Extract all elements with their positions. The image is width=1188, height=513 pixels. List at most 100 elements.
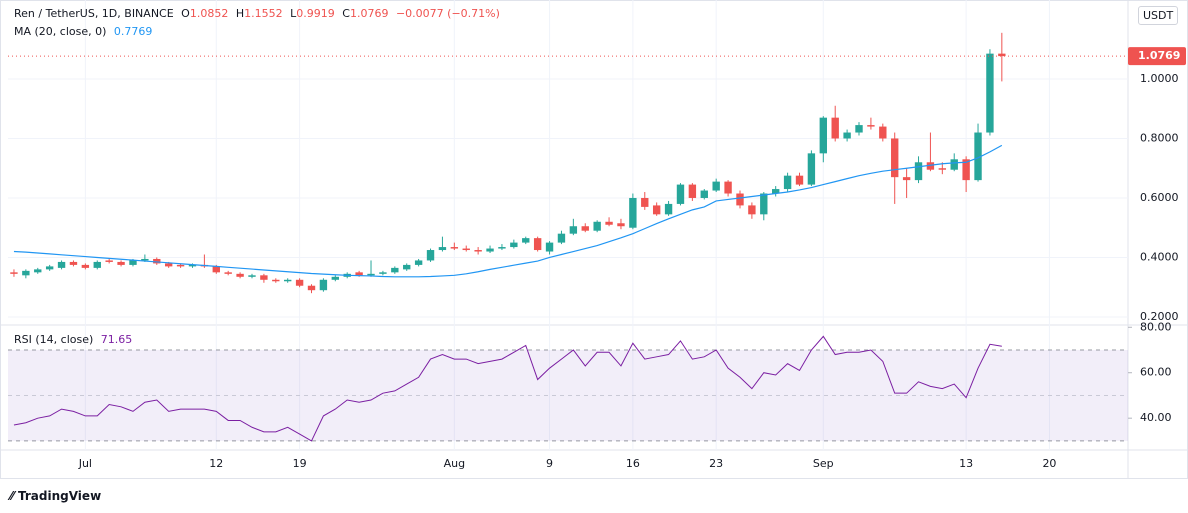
candle-body — [10, 272, 18, 274]
footer: ⁄⁄ TradingView — [10, 489, 105, 503]
ohlc-value: 1.0769 — [349, 7, 389, 20]
candle-body — [831, 117, 839, 139]
ohlc-value: 1.0852 — [189, 7, 229, 20]
candle-body — [617, 223, 625, 227]
candle-body — [962, 159, 970, 181]
candle-body — [81, 264, 90, 268]
candle-body — [379, 272, 387, 274]
x-tick-label: 12 — [209, 457, 223, 470]
x-tick-label: 20 — [1042, 457, 1056, 470]
ohlc-label: C — [342, 7, 350, 20]
candle-body — [581, 226, 589, 231]
legend-name: RSI (14, close) — [14, 333, 94, 346]
candle-body — [450, 247, 459, 249]
candle-body — [557, 233, 566, 243]
candle-body — [248, 275, 256, 277]
candle-body — [879, 126, 887, 139]
symbol: Ren / TetherUS, 1D, BINANCE — [14, 7, 174, 20]
candle-body — [926, 162, 935, 170]
change: −0.0077 (−0.71%) — [395, 7, 500, 20]
candle-body — [938, 168, 947, 170]
x-tick-label: Aug — [444, 457, 465, 470]
y-tick-label: 80.00 — [1140, 320, 1172, 333]
legend-name: MA (20, close, 0) — [14, 25, 107, 38]
y-tick-label: 1.0000 — [1140, 72, 1179, 85]
y-tick-label: 40.00 — [1140, 411, 1172, 424]
candle-body — [93, 261, 101, 268]
candle-body — [164, 263, 173, 267]
ohlc-label: H — [235, 7, 245, 20]
y-tick-label: 60.00 — [1140, 366, 1172, 379]
ma-legend: MA (20, close, 0) 0.7769 — [14, 25, 156, 38]
candle-body — [414, 260, 423, 265]
candle-body — [474, 250, 482, 252]
candle-body — [129, 260, 137, 265]
candle-body — [652, 205, 661, 215]
y-tick-label: 0.6000 — [1140, 191, 1179, 204]
ohlc-value: 1.1552 — [244, 7, 283, 20]
rsi-legend: RSI (14, close) 71.65 — [14, 333, 136, 346]
x-tick-label: 9 — [546, 457, 553, 470]
candle-body — [105, 260, 113, 262]
candle-body — [188, 264, 197, 267]
x-tick-label: Sep — [813, 457, 834, 470]
x-tick-label: 16 — [626, 457, 640, 470]
candle-body — [331, 276, 340, 280]
candle-body — [307, 285, 316, 291]
candle-body — [629, 197, 637, 228]
candle-body — [522, 238, 530, 243]
candle-body — [807, 153, 816, 185]
candle-body — [819, 117, 827, 154]
candle-body — [236, 273, 244, 277]
candle-body — [748, 205, 756, 215]
candle-body — [569, 226, 578, 234]
candle-body — [891, 138, 899, 178]
candle-body — [783, 175, 792, 190]
candle-body — [212, 266, 220, 273]
candle-body — [510, 242, 518, 248]
candle-body — [676, 184, 685, 204]
candle-body — [403, 264, 411, 270]
candle-body — [426, 250, 435, 261]
candle-body — [545, 242, 554, 252]
candle-body — [843, 132, 851, 139]
candle-body — [367, 273, 375, 276]
y-tick-label: 0.8000 — [1140, 131, 1179, 144]
candle-body — [34, 269, 42, 273]
candle-body — [117, 261, 125, 265]
candle-body — [664, 203, 673, 215]
candle-body — [712, 181, 720, 191]
x-tick-label: 23 — [709, 457, 723, 470]
ohlc-label: O — [181, 7, 190, 20]
last-price-box — [1128, 47, 1186, 66]
candle-body — [855, 125, 863, 133]
candle-body — [724, 181, 732, 194]
candle-body — [772, 189, 780, 194]
candle-body — [998, 53, 1006, 57]
candle-body — [45, 266, 54, 270]
x-tick-label: 19 — [293, 457, 307, 470]
rsi-line — [13, 335, 1002, 442]
candle-body — [176, 264, 185, 267]
candle-body — [486, 248, 494, 252]
candle-body — [533, 238, 542, 251]
ohlc-value: 0.9919 — [296, 7, 335, 20]
candle-body — [153, 258, 161, 264]
candle-body — [224, 272, 232, 274]
candle-body — [974, 132, 982, 181]
candle-body — [295, 279, 304, 286]
candle-body — [22, 270, 30, 276]
candle-body — [795, 175, 804, 185]
legend-value: 71.65 — [100, 333, 133, 346]
y-tick-label: 0.4000 — [1140, 250, 1179, 263]
currency-button[interactable]: USDT — [1138, 6, 1179, 25]
candle-body — [260, 275, 268, 280]
candle-body — [141, 258, 149, 261]
brand: TradingView — [18, 489, 102, 503]
candle-body — [593, 221, 601, 231]
candle-body — [319, 279, 328, 291]
candle-body — [641, 197, 649, 207]
header: Ren / TetherUS, 1D, BINANCE O1.0852 H1.1… — [14, 7, 504, 20]
